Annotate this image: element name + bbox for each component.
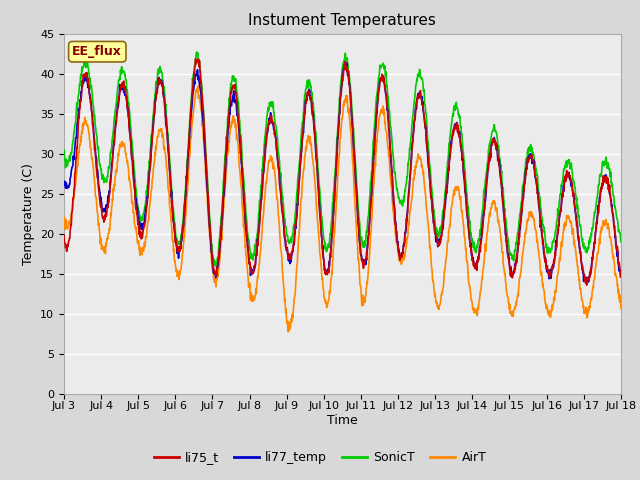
li77_temp: [246, 262, 254, 267]
SonicT: [617, 239, 625, 245]
Legend: li75_t, li77_temp, SonicT, AirT: li75_t, li77_temp, SonicT, AirT: [148, 446, 492, 469]
li77_temp: [584, 280, 591, 286]
SonicT: [502, 223, 510, 229]
AirT: [429, 280, 437, 286]
li75_t: [617, 274, 625, 280]
li75_t: [184, 154, 191, 159]
Line: li77_temp: li77_temp: [64, 62, 621, 283]
AirT: [246, 297, 254, 302]
SonicT: [170, 218, 178, 224]
Text: EE_flux: EE_flux: [72, 45, 122, 58]
li77_temp: [60, 182, 68, 188]
li75_t: [551, 250, 559, 255]
SonicT: [212, 263, 220, 269]
li75_t: [246, 266, 254, 272]
li77_temp: [170, 226, 178, 231]
AirT: [617, 305, 625, 311]
li77_temp: [184, 156, 191, 162]
AirT: [284, 329, 292, 335]
SonicT: [552, 228, 559, 234]
Line: SonicT: SonicT: [64, 52, 621, 266]
li77_temp: [551, 253, 559, 259]
Line: li75_t: li75_t: [64, 59, 621, 285]
SonicT: [60, 147, 68, 153]
Y-axis label: Temperature (C): Temperature (C): [22, 163, 35, 264]
AirT: [552, 288, 559, 294]
AirT: [60, 217, 68, 223]
SonicT: [247, 256, 255, 262]
AirT: [170, 256, 178, 262]
Line: AirT: AirT: [64, 86, 621, 332]
AirT: [194, 83, 202, 89]
li75_t: [192, 56, 200, 62]
AirT: [184, 183, 191, 189]
li75_t: [502, 230, 509, 236]
SonicT: [193, 49, 200, 55]
AirT: [502, 286, 510, 292]
X-axis label: Time: Time: [327, 414, 358, 427]
li77_temp: [429, 214, 437, 220]
li77_temp: [617, 273, 625, 279]
Title: Instument Temperatures: Instument Temperatures: [248, 13, 436, 28]
SonicT: [184, 152, 191, 157]
li75_t: [583, 282, 591, 288]
li77_temp: [342, 60, 350, 65]
li77_temp: [502, 230, 509, 236]
li75_t: [60, 232, 68, 238]
li75_t: [429, 215, 437, 220]
SonicT: [429, 209, 437, 215]
li75_t: [170, 227, 178, 232]
